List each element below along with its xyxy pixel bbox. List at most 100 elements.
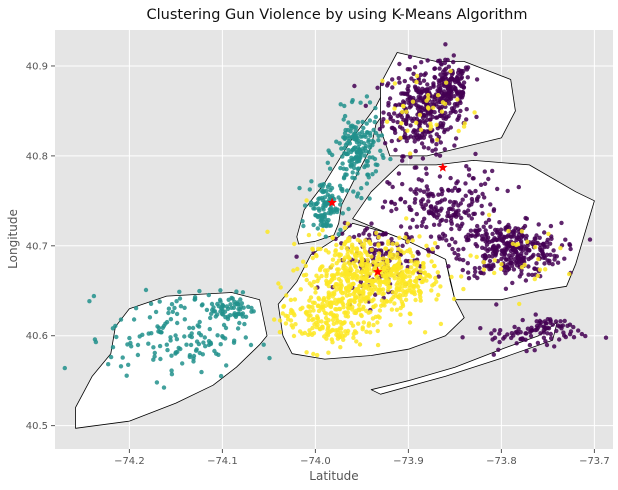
data-point	[536, 256, 541, 262]
data-point	[334, 307, 339, 312]
data-point	[332, 313, 337, 318]
data-point	[230, 296, 235, 301]
data-point	[289, 323, 294, 328]
data-point	[413, 297, 418, 303]
data-point	[323, 303, 328, 308]
data-point	[445, 210, 451, 215]
data-point	[519, 265, 525, 270]
data-point	[387, 96, 393, 101]
data-point	[408, 154, 413, 160]
data-point	[375, 342, 381, 348]
data-point	[492, 328, 497, 333]
data-point	[158, 356, 163, 362]
data-point	[277, 318, 283, 323]
data-point	[438, 140, 443, 145]
data-point	[366, 137, 371, 143]
data-point	[347, 262, 353, 267]
data-point	[432, 74, 437, 80]
data-point	[563, 237, 568, 242]
data-point	[549, 234, 554, 239]
data-point	[298, 306, 303, 312]
data-point	[518, 247, 524, 252]
data-point	[342, 113, 348, 119]
data-point	[414, 211, 419, 217]
data-point	[346, 147, 351, 153]
data-point	[535, 325, 541, 330]
data-point	[523, 337, 528, 342]
data-point	[367, 118, 373, 123]
data-point	[447, 242, 452, 248]
data-point	[319, 319, 324, 324]
data-point	[404, 109, 409, 114]
data-point	[440, 100, 446, 105]
data-point	[166, 306, 172, 311]
data-point	[373, 114, 378, 120]
data-point	[375, 328, 380, 334]
data-point	[321, 202, 326, 208]
data-point	[169, 372, 175, 377]
data-point	[327, 166, 333, 171]
data-point	[428, 204, 433, 209]
data-point	[418, 105, 423, 110]
data-point	[330, 257, 336, 262]
data-point	[488, 224, 493, 229]
data-point	[424, 171, 429, 176]
data-point	[472, 266, 478, 271]
data-point	[418, 298, 423, 303]
data-point	[311, 222, 316, 228]
data-point	[196, 331, 202, 336]
data-point	[405, 239, 411, 244]
data-point	[583, 333, 588, 339]
data-point	[304, 311, 309, 316]
data-point	[377, 308, 383, 313]
data-point	[335, 267, 340, 272]
data-point	[187, 325, 192, 331]
data-point	[288, 318, 294, 323]
data-point	[330, 193, 335, 198]
data-point	[326, 350, 331, 355]
data-point	[498, 266, 504, 272]
data-point	[375, 85, 380, 91]
data-point	[443, 57, 448, 62]
data-point	[548, 223, 554, 229]
data-point	[359, 313, 364, 319]
data-point	[472, 228, 478, 233]
data-point	[430, 148, 435, 153]
data-point	[488, 266, 494, 271]
data-point	[126, 362, 131, 367]
data-point	[440, 231, 446, 237]
data-point	[297, 185, 302, 191]
data-point	[339, 330, 344, 336]
data-point	[537, 318, 543, 324]
x-tick-label: −73.8	[486, 456, 517, 467]
data-point	[338, 227, 343, 233]
data-point	[381, 117, 386, 122]
data-point	[248, 342, 254, 348]
data-point	[367, 145, 373, 150]
data-point	[325, 192, 330, 197]
data-point	[420, 156, 426, 161]
data-point	[394, 241, 400, 246]
data-point	[386, 241, 391, 246]
data-point	[380, 124, 385, 129]
data-point	[376, 251, 382, 256]
data-point	[182, 317, 187, 322]
data-point	[372, 119, 377, 125]
data-point	[376, 133, 381, 139]
data-point	[408, 225, 413, 230]
data-point	[437, 174, 443, 179]
data-point	[445, 213, 450, 219]
data-point	[411, 284, 416, 289]
data-point	[565, 323, 570, 328]
data-point	[489, 331, 494, 336]
data-point	[395, 120, 400, 125]
data-point	[239, 301, 245, 306]
data-point	[562, 256, 567, 261]
data-point	[220, 312, 226, 317]
data-point	[277, 329, 283, 335]
data-point	[522, 223, 528, 229]
data-point	[300, 219, 305, 224]
data-point	[537, 267, 543, 272]
data-point	[316, 308, 322, 314]
data-point	[497, 331, 502, 336]
